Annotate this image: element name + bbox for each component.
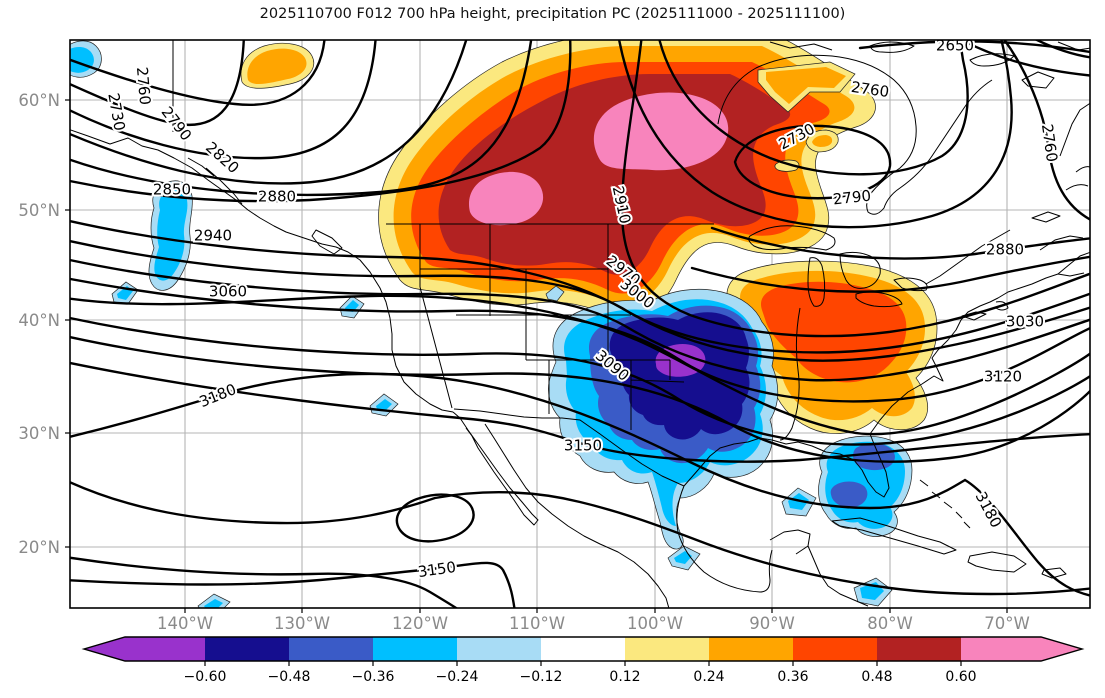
contour-ne-corner-1: [958, 40, 1090, 77]
contour-ne-corner-2: [1034, 40, 1090, 59]
lon-tick-label: 130°W: [274, 614, 330, 633]
contour-label-3150: 3150: [417, 558, 457, 581]
coastlines-and-borders: [70, 40, 1090, 608]
contour-label-2760: 2760: [133, 66, 154, 106]
height-contours: [70, 40, 1090, 608]
contour-2820: [70, 40, 468, 185]
colorbar-segment: [541, 637, 625, 661]
contour-2850: [70, 40, 533, 197]
lat-tick-label: 40°N: [18, 311, 60, 330]
colorbar: −0.60 −0.48 −0.36 −0.24 −0.12 0.12 0.24 0.36 0.4…: [81, 636, 1085, 685]
contour-label-2940: 2940: [194, 227, 232, 245]
contour-2970: [70, 239, 1090, 362]
lat-tick-label: 20°N: [18, 538, 60, 557]
contour-label-2790: 2790: [832, 187, 872, 209]
axis-tick-marks: [65, 99, 1008, 613]
contour-3150-closed: [395, 493, 475, 543]
lon-tick-label: 110°W: [509, 614, 565, 633]
contour-label-2880: 2880: [258, 188, 296, 206]
colorbar-tick-label: 0.48: [861, 669, 892, 685]
positive-anomaly-ne-small: [757, 61, 856, 172]
contour-3000: [70, 258, 1090, 382]
lat-tick-label: 60°N: [18, 91, 60, 110]
colorbar-segment: [709, 637, 793, 661]
colorbar-segment: [205, 637, 289, 661]
contour-2790-w: [70, 40, 377, 160]
contour-2760-ne: [658, 40, 969, 176]
map-frame: [69, 39, 1091, 609]
lon-tick-label: 70°W: [984, 614, 1030, 633]
contour-3180: [70, 372, 1090, 597]
negative-anomaly-west-small-spots: [70, 40, 701, 608]
contour-3150: [70, 361, 1090, 463]
positive-anomaly-midwest: [726, 260, 938, 434]
contour-2760-right: [1002, 40, 1090, 221]
lon-tick-label: 120°W: [392, 614, 448, 633]
contour-label-3180: 3180: [197, 380, 239, 411]
colorbar-segment: [625, 637, 709, 661]
contour-3120: [70, 335, 1090, 463]
contour-2760-w: [70, 40, 326, 106]
colorbar-tick-label: 0.12: [609, 669, 640, 685]
contour-3090: [70, 316, 1090, 446]
positive-anomaly-nw-canada-small: [240, 42, 314, 89]
contour-2730-w: [70, 40, 245, 127]
axis-tick-labels: 140°W 130°W 120°W 110°W 100°W 90°W 80°W 70°W 60°…: [18, 91, 1029, 633]
contour-label-2650: 2650: [936, 37, 974, 55]
colorbar-segment: [289, 637, 373, 661]
colorbar-outline: [81, 636, 1085, 662]
colorbar-segment: [793, 637, 877, 661]
colorbar-tick-label: 0.60: [945, 669, 976, 685]
colorbar-segments: [84, 637, 1082, 661]
contour-label-3060: 3060: [209, 283, 247, 301]
contour-2910: [620, 40, 1090, 338]
colorbar-segment: [961, 637, 1082, 661]
lon-tick-label: 100°W: [627, 614, 683, 633]
colorbar-tick-label: −0.24: [436, 669, 479, 685]
contour-2650: [858, 40, 1090, 54]
figure-title: 2025110700 F012 700 hPa height, precipit…: [259, 6, 846, 22]
contour-label-3180: 3180: [972, 489, 1006, 531]
contour-2730-ne-closed: [733, 124, 892, 200]
colorbar-tick-label: −0.60: [184, 669, 227, 685]
colorbar-tick-label: −0.36: [352, 669, 395, 685]
contour-label-2850: 2850: [153, 181, 191, 199]
contour-label-2880: 2880: [986, 241, 1024, 259]
colorbar-segment: [373, 637, 457, 661]
lon-tick-label: 80°W: [867, 614, 913, 633]
contour-label-2760: 2760: [1038, 123, 1061, 163]
colorbar-segment: [457, 637, 541, 661]
positive-anomaly-north-canada: [378, 40, 876, 319]
colorbar-tick-label: −0.12: [520, 669, 563, 685]
contour-2790-ne: [617, 40, 1013, 229]
contour-2880-e: [690, 255, 1090, 293]
lon-tick-label: 140°W: [157, 614, 213, 633]
contour-3150-south: [70, 561, 516, 608]
contour-2820-e: [710, 226, 1090, 260]
colorbar-segment: [877, 637, 961, 661]
colorbar-ticks: [204, 661, 962, 666]
lat-tick-label: 50°N: [18, 201, 60, 220]
colorbar-tick-label: 0.36: [777, 669, 808, 685]
colorbar-segment: [84, 637, 205, 661]
colorbar-tick-label: 0.24: [693, 669, 724, 685]
contour-2880: [70, 40, 572, 203]
contour-label-3030: 3030: [1006, 313, 1044, 331]
lat-tick-label: 30°N: [18, 424, 60, 443]
contour-label-3120: 3120: [984, 368, 1022, 386]
contour-label-3150: 3150: [564, 437, 602, 455]
contour-south-1: [70, 480, 1090, 596]
contour-south-2: [70, 556, 459, 608]
contour-3030: [70, 277, 1090, 403]
lon-tick-label: 90°W: [749, 614, 795, 633]
contour-3060: [70, 294, 1090, 436]
colorbar-tick-labels: −0.60 −0.48 −0.36 −0.24 −0.12 0.12 0.24 0.36 0.4…: [184, 669, 977, 685]
colorbar-tick-label: −0.48: [268, 669, 311, 685]
